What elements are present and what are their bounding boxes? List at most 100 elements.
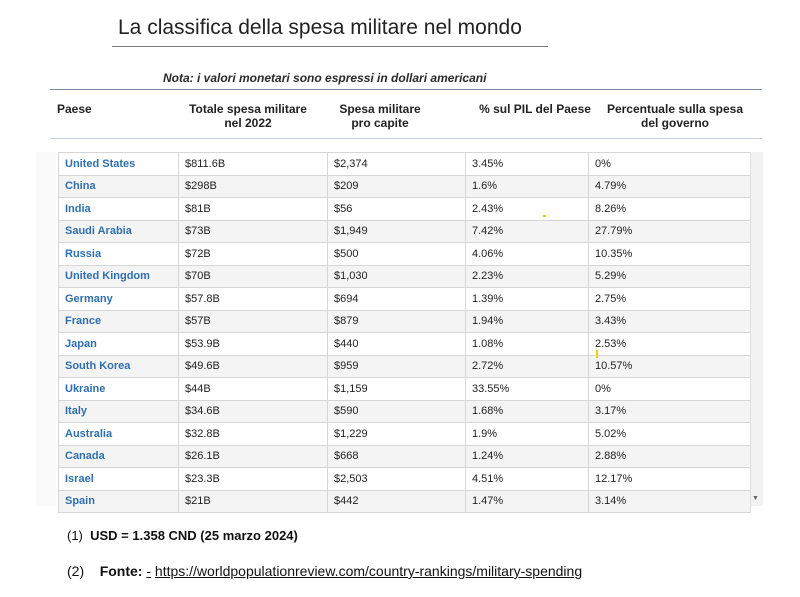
total-spending-cell: $34.6B bbox=[178, 399, 328, 423]
per-capita-cell: $1,159 bbox=[327, 377, 466, 401]
per-capita-cell: $668 bbox=[327, 444, 466, 468]
total-spending-cell: $32.8B bbox=[178, 422, 328, 446]
country-cell[interactable]: United Kingdom bbox=[58, 264, 179, 288]
table-body: United States $811.6B $2,374 3.45% 0% China $2… bbox=[58, 152, 751, 513]
source-link[interactable]: https://worldpopulationreview.com/countr… bbox=[154, 563, 583, 579]
per-capita-cell: $590 bbox=[327, 399, 466, 423]
country-cell[interactable]: India bbox=[58, 197, 179, 221]
footnote-number: (2) bbox=[67, 563, 85, 579]
gov-percent-cell: 8.26% bbox=[588, 197, 751, 221]
total-spending-cell: $26.1B bbox=[178, 444, 328, 468]
gov-percent-cell: 2.88% bbox=[588, 444, 751, 468]
per-capita-cell: $879 bbox=[327, 309, 466, 333]
highlight-mark bbox=[543, 215, 546, 217]
table-row: Spain $21B $442 1.47% 3.14% bbox=[58, 489, 751, 513]
table-row: France $57B $879 1.94% 3.43% bbox=[58, 309, 751, 333]
source-dash: - bbox=[146, 563, 152, 579]
header-per-capita-line2: pro capite bbox=[351, 116, 409, 130]
table-scrollbar[interactable] bbox=[750, 152, 763, 506]
header-gov-percent: Percentuale sulla spesa del governo bbox=[600, 102, 750, 130]
table-row: Germany $57.8B $694 1.39% 2.75% bbox=[58, 287, 751, 311]
country-cell[interactable]: France bbox=[58, 309, 179, 333]
country-cell[interactable]: Japan bbox=[58, 332, 179, 356]
table-row: Canada $26.1B $668 1.24% 2.88% bbox=[58, 444, 751, 468]
gdp-percent-cell: 2.72% bbox=[465, 354, 589, 378]
header-bottom-divider bbox=[50, 138, 762, 139]
spending-table: United States $811.6B $2,374 3.45% 0% China $2… bbox=[58, 152, 751, 513]
gdp-percent-cell: 1.24% bbox=[465, 444, 589, 468]
header-gov-line2: del governo bbox=[640, 116, 709, 130]
gdp-percent-cell: 4.51% bbox=[465, 467, 589, 491]
gdp-percent-cell: 1.9% bbox=[465, 422, 589, 446]
per-capita-cell: $1,030 bbox=[327, 264, 466, 288]
header-total-spending: Totale spesa militare nel 2022 bbox=[178, 102, 318, 130]
header-country: Paese bbox=[57, 102, 92, 116]
source-label: Fonte: bbox=[99, 563, 143, 579]
gov-percent-cell: 5.29% bbox=[588, 264, 751, 288]
gdp-percent-cell: 33.55% bbox=[465, 377, 589, 401]
gov-percent-cell: 2.75% bbox=[588, 287, 751, 311]
country-cell[interactable]: Australia bbox=[58, 422, 179, 446]
gdp-percent-cell: 2.23% bbox=[465, 264, 589, 288]
table-row: Israel $23.3B $2,503 4.51% 12.17% bbox=[58, 467, 751, 491]
total-spending-cell: $70B bbox=[178, 264, 328, 288]
table-row: Saudi Arabia $73B $1,949 7.42% 27.79% bbox=[58, 219, 751, 243]
gov-percent-cell: 27.79% bbox=[588, 219, 751, 243]
total-spending-cell: $49.6B bbox=[178, 354, 328, 378]
highlight-mark bbox=[596, 350, 598, 358]
gdp-percent-cell: 1.08% bbox=[465, 332, 589, 356]
header-top-divider bbox=[50, 89, 762, 90]
header-per-capita: Spesa militare pro capite bbox=[330, 102, 430, 130]
country-cell[interactable]: Ukraine bbox=[58, 377, 179, 401]
country-cell[interactable]: Germany bbox=[58, 287, 179, 311]
table-row: Australia $32.8B $1,229 1.9% 5.02% bbox=[58, 422, 751, 446]
gov-percent-cell: 10.35% bbox=[588, 242, 751, 266]
country-cell[interactable]: Israel bbox=[58, 467, 179, 491]
page-title: La classifica della spesa militare nel m… bbox=[118, 16, 522, 39]
per-capita-cell: $2,503 bbox=[327, 467, 466, 491]
country-cell[interactable]: South Korea bbox=[58, 354, 179, 378]
table-row: Italy $34.6B $590 1.68% 3.17% bbox=[58, 399, 751, 423]
per-capita-cell: $959 bbox=[327, 354, 466, 378]
gov-percent-cell: 3.43% bbox=[588, 309, 751, 333]
currency-note: Nota: i valori monetari sono espressi in… bbox=[163, 71, 487, 85]
per-capita-cell: $2,374 bbox=[327, 152, 466, 176]
country-cell[interactable]: United States bbox=[58, 152, 179, 176]
header-total-line2: nel 2022 bbox=[224, 116, 272, 130]
per-capita-cell: $1,229 bbox=[327, 422, 466, 446]
table-row: United States $811.6B $2,374 3.45% 0% bbox=[58, 152, 751, 176]
table-row: Japan $53.9B $440 1.08% 2.53% bbox=[58, 332, 751, 356]
per-capita-cell: $500 bbox=[327, 242, 466, 266]
total-spending-cell: $81B bbox=[178, 197, 328, 221]
per-capita-cell: $694 bbox=[327, 287, 466, 311]
country-cell[interactable]: China bbox=[58, 174, 179, 198]
gdp-percent-cell: 1.39% bbox=[465, 287, 589, 311]
country-cell[interactable]: Italy bbox=[58, 399, 179, 423]
gov-percent-cell: 5.02% bbox=[588, 422, 751, 446]
total-spending-cell: $298B bbox=[178, 174, 328, 198]
table-row: South Korea $49.6B $959 2.72% 10.57% bbox=[58, 354, 751, 378]
total-spending-cell: $21B bbox=[178, 489, 328, 513]
country-cell[interactable]: Saudi Arabia bbox=[58, 219, 179, 243]
scroll-down-icon[interactable]: ▼ bbox=[752, 495, 759, 502]
country-cell[interactable]: Spain bbox=[58, 489, 179, 513]
gdp-percent-cell: 7.42% bbox=[465, 219, 589, 243]
table-row: Ukraine $44B $1,159 33.55% 0% bbox=[58, 377, 751, 401]
gov-percent-cell: 12.17% bbox=[588, 467, 751, 491]
header-gov-line1: Percentuale sulla spesa bbox=[606, 102, 744, 116]
footnote-exchange-rate: (1) USD = 1.358 CND (25 marzo 2024) bbox=[67, 528, 298, 543]
total-spending-cell: $44B bbox=[178, 377, 328, 401]
total-spending-cell: $57B bbox=[178, 309, 328, 333]
header-total-line1: Totale spesa militare bbox=[189, 102, 307, 116]
total-spending-cell: $23.3B bbox=[178, 467, 328, 491]
total-spending-cell: $73B bbox=[178, 219, 328, 243]
country-cell[interactable]: Russia bbox=[58, 242, 179, 266]
total-spending-cell: $811.6B bbox=[178, 152, 328, 176]
table-row: United Kingdom $70B $1,030 2.23% 5.29% bbox=[58, 264, 751, 288]
gdp-percent-cell: 1.68% bbox=[465, 399, 589, 423]
per-capita-cell: $442 bbox=[327, 489, 466, 513]
per-capita-cell: $440 bbox=[327, 332, 466, 356]
gov-percent-cell: 0% bbox=[588, 152, 751, 176]
country-cell[interactable]: Canada bbox=[58, 444, 179, 468]
gdp-percent-cell: 4.06% bbox=[465, 242, 589, 266]
